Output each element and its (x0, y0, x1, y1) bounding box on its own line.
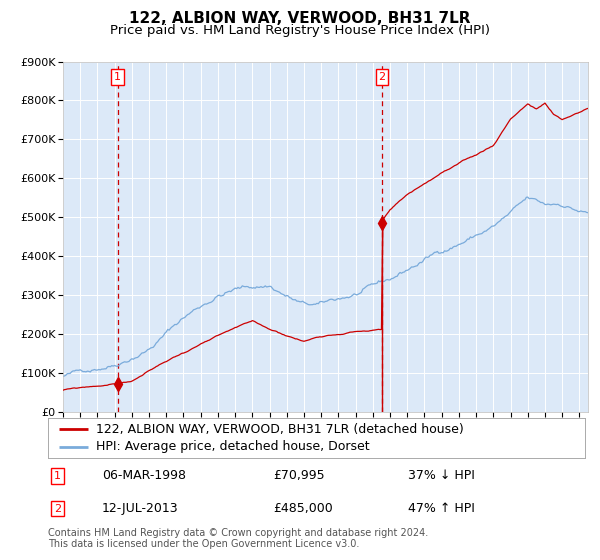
Text: 12-JUL-2013: 12-JUL-2013 (102, 502, 178, 515)
Text: Price paid vs. HM Land Registry's House Price Index (HPI): Price paid vs. HM Land Registry's House … (110, 24, 490, 36)
Text: £70,995: £70,995 (274, 469, 325, 482)
Text: 122, ALBION WAY, VERWOOD, BH31 7LR: 122, ALBION WAY, VERWOOD, BH31 7LR (129, 11, 471, 26)
Text: 37% ↓ HPI: 37% ↓ HPI (408, 469, 475, 482)
Text: 2: 2 (379, 72, 386, 82)
Text: 47% ↑ HPI: 47% ↑ HPI (408, 502, 475, 515)
Text: Contains HM Land Registry data © Crown copyright and database right 2024.
This d: Contains HM Land Registry data © Crown c… (48, 528, 428, 549)
Text: 1: 1 (114, 72, 121, 82)
Text: 122, ALBION WAY, VERWOOD, BH31 7LR (detached house): 122, ALBION WAY, VERWOOD, BH31 7LR (deta… (97, 423, 464, 436)
Text: 06-MAR-1998: 06-MAR-1998 (102, 469, 186, 482)
Text: £485,000: £485,000 (274, 502, 333, 515)
Text: HPI: Average price, detached house, Dorset: HPI: Average price, detached house, Dors… (97, 440, 370, 453)
Text: 1: 1 (54, 471, 61, 481)
Text: 2: 2 (54, 503, 61, 514)
